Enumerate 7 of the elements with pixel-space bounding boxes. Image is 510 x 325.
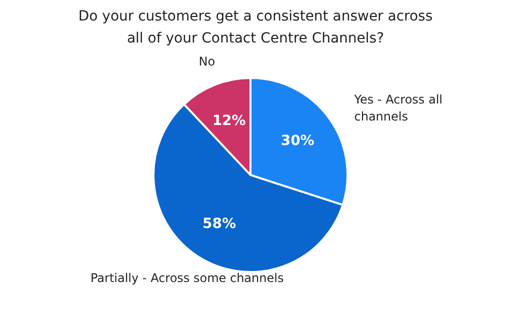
data-label: 58% xyxy=(202,216,236,232)
slice-label: Partially - Across some channels xyxy=(90,271,284,286)
data-label: 30% xyxy=(280,132,314,149)
data-label: 12% xyxy=(212,112,246,129)
slice-label: Yes - Across all channels xyxy=(353,92,443,124)
chart-title: Do your customers get a consistent answer across all of your Contact Centre Channels? xyxy=(78,8,433,46)
slice-label: No xyxy=(198,54,216,68)
